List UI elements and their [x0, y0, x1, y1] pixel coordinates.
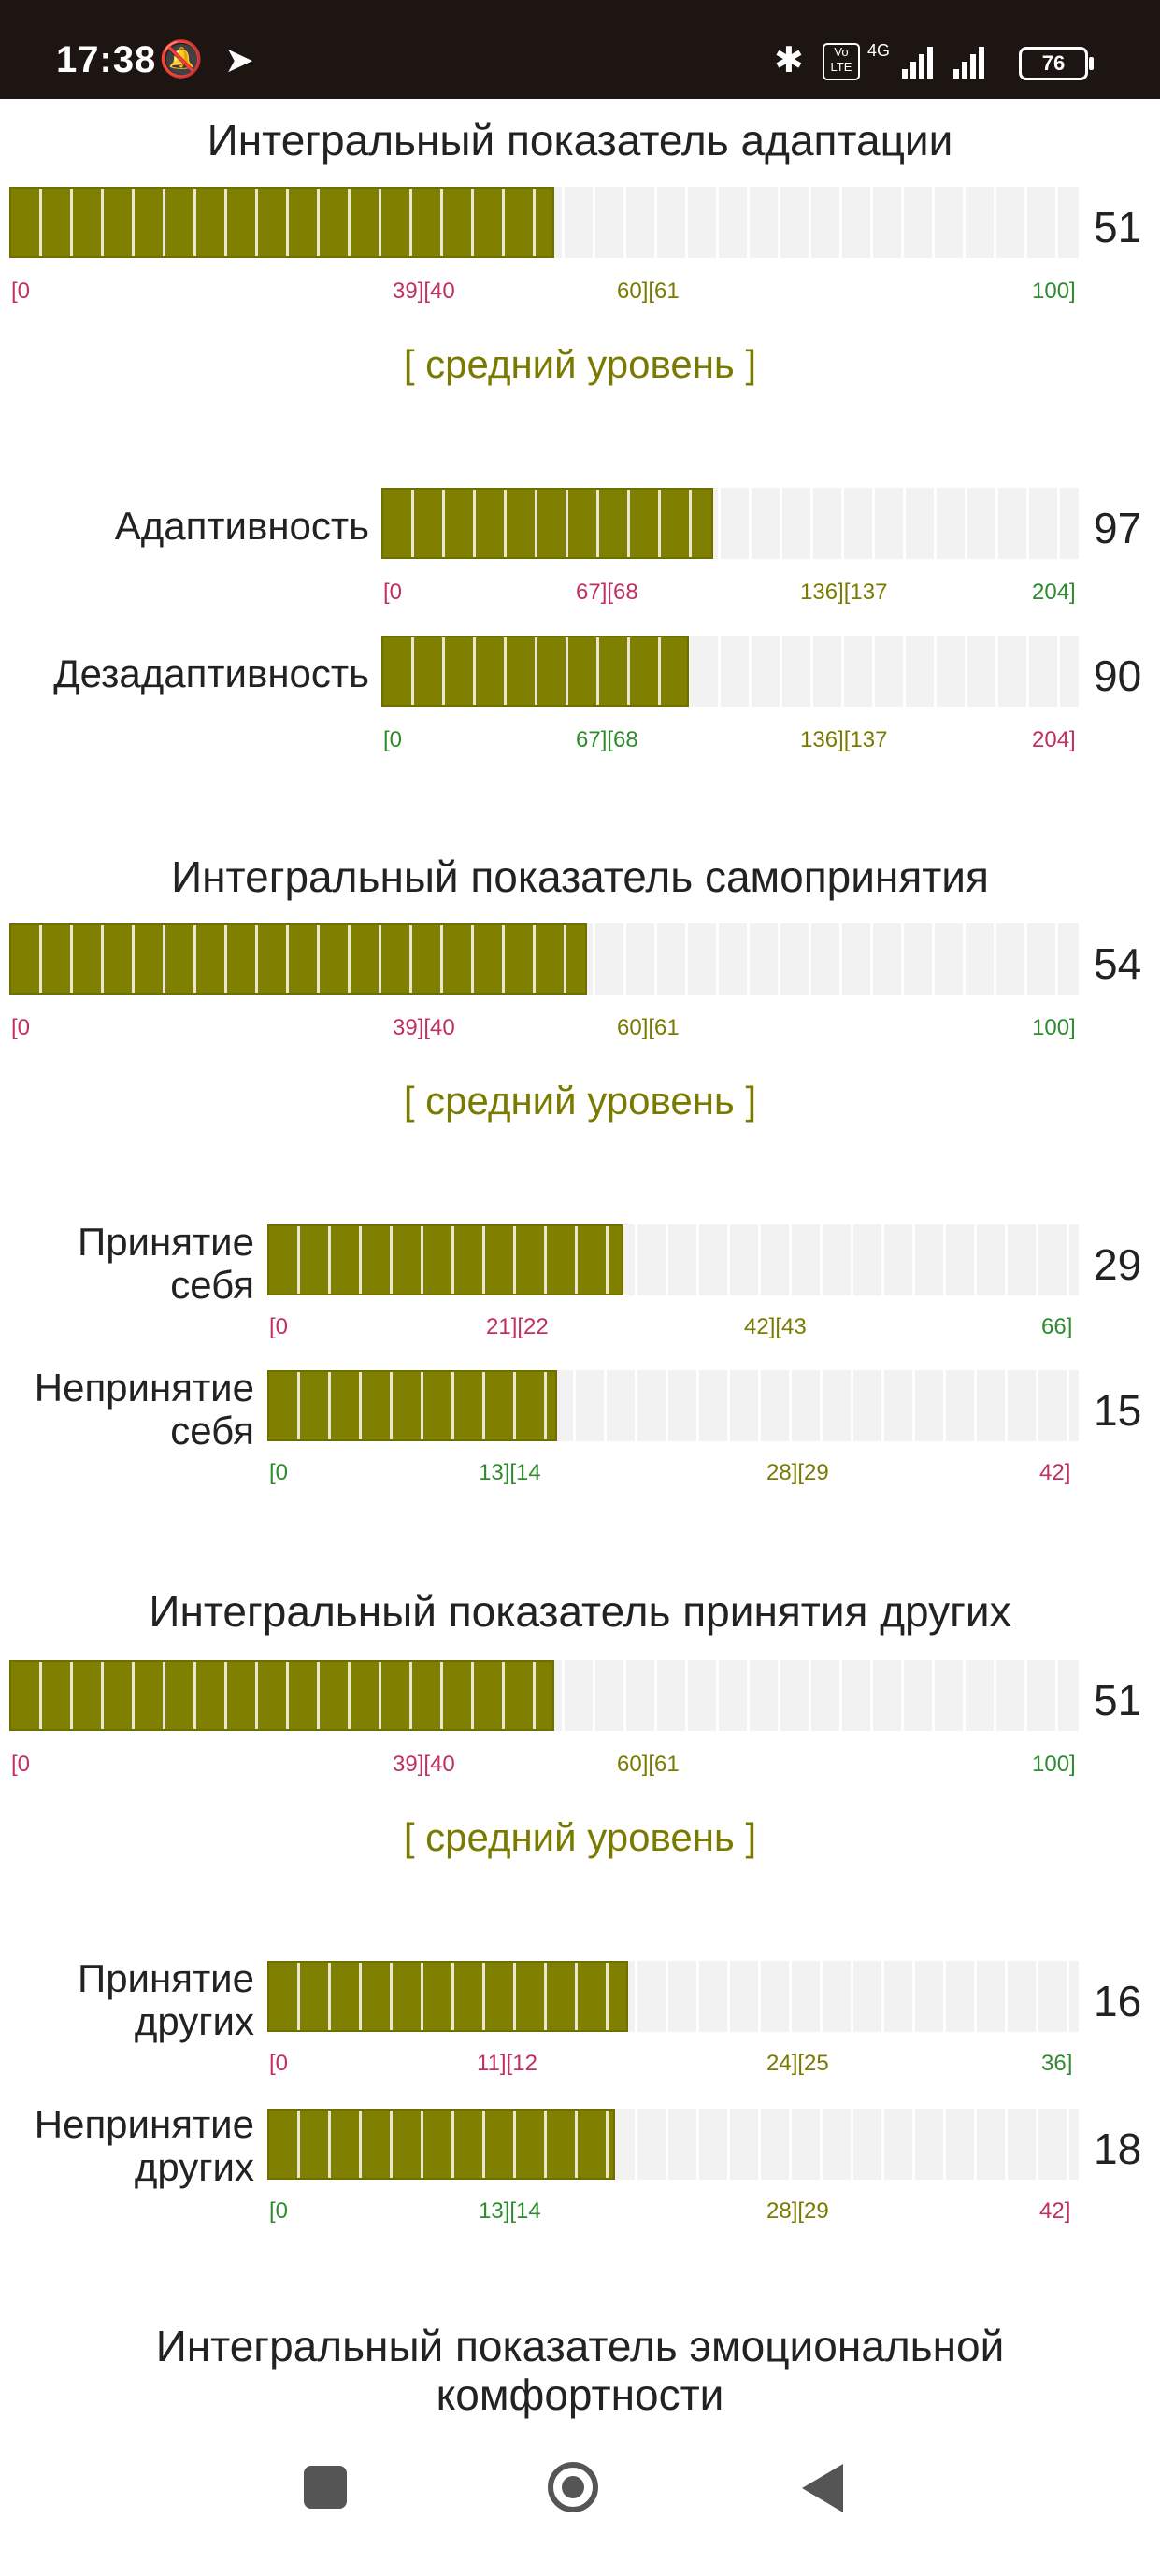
label-line: себя	[170, 1263, 254, 1307]
bar-fill	[267, 1224, 624, 1295]
network-type: 4G	[867, 41, 891, 60]
label-line: Принятие	[78, 1956, 254, 2000]
label-adaptivnost: Адаптивность	[114, 504, 369, 548]
label-line: себя	[170, 1409, 254, 1453]
tick: 42][43	[744, 1314, 807, 1339]
bar-fill	[381, 636, 690, 707]
level-self-acceptance: [ средний уровень ]	[403, 1079, 757, 1123]
bar-prinyatie-sebya	[267, 1224, 1079, 1295]
volte-icon: Vo LTE	[823, 43, 860, 80]
bar-fill	[267, 2109, 615, 2180]
bar-others-acceptance	[9, 1660, 1079, 1731]
tick: 42]	[1039, 2198, 1071, 2224]
score-neprinyatie-drugih: 18	[1094, 2125, 1142, 2173]
bar-neprinyatie-sebya	[267, 1370, 1079, 1441]
level-others-acceptance: [ средний уровень ]	[403, 1815, 757, 1859]
tick: 42]	[1039, 1460, 1071, 1485]
telegram-icon: ➤	[224, 41, 254, 80]
tick: 204]	[1032, 727, 1076, 752]
tick: [0	[269, 1460, 289, 1485]
label-line: других	[134, 2145, 254, 2189]
battery-icon: 76	[1019, 47, 1094, 80]
mute-icon: 🔕	[159, 40, 204, 79]
tick: 67][68	[576, 727, 638, 752]
tick: 100]	[1032, 279, 1076, 304]
label-dezadaptivnost: Дезадаптивность	[53, 651, 369, 695]
tick: 28][29	[766, 1460, 829, 1485]
tick: [0	[383, 580, 403, 605]
label-prinyatie-sebya: Принятие себя	[0, 1221, 254, 1307]
score-dezadaptivnost: 90	[1094, 651, 1142, 700]
tick: 67][68	[576, 580, 638, 605]
tick: 39][40	[393, 1015, 455, 1040]
label-line: Непринятие	[34, 1366, 254, 1410]
tick: 60][61	[617, 1752, 680, 1777]
section-title-others-acceptance: Интегральный показатель принятия других	[149, 1587, 1011, 1636]
bar-prinyatie-drugih	[267, 1961, 1079, 2032]
tick: [0	[11, 1015, 31, 1040]
bar-dezadaptivnost	[381, 636, 1079, 707]
score-prinyatie-sebya: 29	[1094, 1240, 1142, 1289]
section-title-adaptation: Интегральный показатель адаптации	[207, 116, 953, 165]
bar-neprinyatie-drugih	[267, 2109, 1079, 2180]
tick: 100]	[1032, 1015, 1076, 1040]
tick: 60][61	[617, 1015, 680, 1040]
tick: [0	[269, 2198, 289, 2224]
label-neprinyatie-sebya: Непринятие себя	[0, 1367, 254, 1453]
label-prinyatie-drugih: Принятие других	[0, 1957, 254, 2043]
tick: 204]	[1032, 580, 1076, 605]
bar-fill	[267, 1370, 557, 1441]
bar-fill	[9, 187, 555, 258]
bluetooth-icon: ✱	[774, 41, 804, 80]
section-title-emotional-comfort: Интегральный показатель эмоциональной ко…	[155, 2322, 1005, 2419]
bar-fill	[9, 923, 587, 995]
tick: 24][25	[766, 2051, 829, 2076]
label-line: Принятие	[78, 1220, 254, 1264]
section-title-self-acceptance: Интегральный показатель самопринятия	[171, 852, 989, 901]
score-prinyatie-drugih: 16	[1094, 1977, 1142, 2025]
signal-icon-2	[953, 41, 984, 79]
bar-self-acceptance	[9, 923, 1079, 995]
nav-recents-icon[interactable]	[304, 2466, 347, 2509]
label-line: других	[134, 1999, 254, 2043]
tick: 11][12	[477, 2051, 537, 2076]
bar-adaptation	[9, 187, 1079, 258]
level-adaptation: [ средний уровень ]	[403, 342, 757, 386]
tick: 39][40	[393, 1752, 455, 1777]
score-neprinyatie-sebya: 15	[1094, 1386, 1142, 1435]
tick: 36]	[1041, 2051, 1073, 2076]
status-time: 17:38	[56, 39, 157, 80]
label-neprinyatie-drugih: Непринятие других	[0, 2103, 254, 2189]
tick: [0	[11, 279, 31, 304]
tick: 13][14	[479, 1460, 541, 1485]
signal-icon	[902, 41, 933, 79]
score-others-acceptance: 51	[1094, 1676, 1142, 1724]
score-self-acceptance: 54	[1094, 939, 1142, 988]
tick: [0	[11, 1752, 31, 1777]
score-adaptivnost: 97	[1094, 504, 1142, 552]
bar-fill	[267, 1961, 628, 2032]
tick: 136][137	[800, 727, 888, 752]
bar-fill	[381, 488, 713, 559]
bar-fill	[9, 1660, 555, 1731]
tick: [0	[269, 2051, 289, 2076]
nav-back-icon[interactable]	[802, 2464, 843, 2512]
tick: 136][137	[800, 580, 888, 605]
tick: [0	[383, 727, 403, 752]
score-adaptation: 51	[1094, 203, 1142, 251]
bar-adaptivnost	[381, 488, 1079, 559]
tick: 60][61	[617, 279, 680, 304]
tick: 100]	[1032, 1752, 1076, 1777]
nav-home-icon[interactable]	[548, 2462, 598, 2512]
status-bar: 17:38 🔕 ➤ ✱ Vo LTE 4G 76	[0, 0, 1160, 99]
tick: 66]	[1041, 1314, 1073, 1339]
tick: 21][22	[486, 1314, 549, 1339]
tick: 39][40	[393, 279, 455, 304]
tick: [0	[269, 1314, 289, 1339]
label-line: Непринятие	[34, 2102, 254, 2146]
tick: 28][29	[766, 2198, 829, 2224]
tick: 13][14	[479, 2198, 541, 2224]
